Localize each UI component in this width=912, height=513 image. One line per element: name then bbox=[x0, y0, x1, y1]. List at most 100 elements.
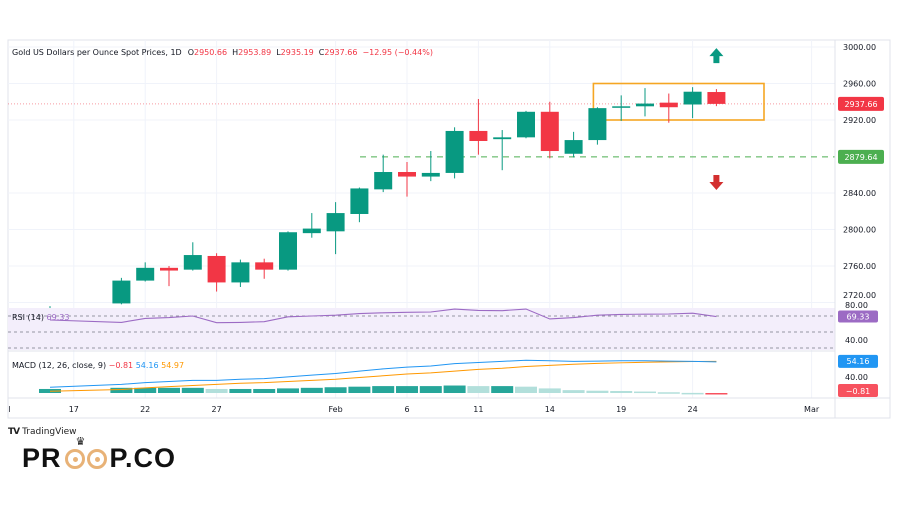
candle bbox=[612, 95, 631, 121]
macd-histogram-bar bbox=[562, 390, 585, 393]
macd-histogram-bar bbox=[348, 386, 371, 393]
candle-body bbox=[279, 232, 297, 270]
candle-body bbox=[326, 213, 345, 232]
macd-histogram-bar bbox=[181, 387, 204, 393]
macd-histogram-bar bbox=[443, 385, 466, 393]
chart-title: Gold US Dollars per Ounce Spot Prices, 1… bbox=[12, 48, 182, 57]
x-tick-label: 6 bbox=[404, 405, 409, 414]
candle bbox=[659, 93, 678, 123]
candle bbox=[255, 258, 274, 279]
macd-legend: MACD (12, 26, close, 9) −0.81 54.16 54.9… bbox=[12, 361, 184, 370]
x-tick-label: 22 bbox=[140, 405, 150, 414]
candle-body bbox=[207, 255, 226, 283]
macd-line bbox=[49, 359, 717, 388]
macd-tick-label: 40.00 bbox=[845, 373, 868, 382]
candle bbox=[326, 202, 345, 255]
macd-histogram-bar bbox=[586, 390, 609, 393]
candle-body bbox=[469, 130, 488, 141]
candle bbox=[493, 130, 512, 171]
candle-body bbox=[564, 140, 583, 154]
candle bbox=[302, 213, 321, 238]
candle bbox=[160, 266, 178, 287]
candle bbox=[588, 107, 607, 145]
rsi-tick-label: 40.00 bbox=[845, 336, 868, 345]
candle-body bbox=[636, 103, 654, 107]
owl-eyes-icon: ♛ bbox=[64, 436, 108, 469]
tradingview-logo-icon: TV bbox=[8, 427, 20, 437]
candle bbox=[636, 88, 654, 117]
price-tick-label: 2960.00 bbox=[843, 80, 876, 89]
macd-histogram-bar bbox=[491, 386, 514, 393]
macd-histogram-bar bbox=[467, 386, 490, 393]
price-tick-label: 3000.00 bbox=[843, 43, 876, 52]
candle-body bbox=[493, 137, 512, 140]
macd-histogram-bar bbox=[657, 392, 680, 394]
price-tick-label: 2840.00 bbox=[843, 189, 876, 198]
macd-value-badge bbox=[838, 354, 878, 368]
macd-signal-line bbox=[49, 360, 717, 392]
macd-histogram-bar bbox=[277, 388, 299, 393]
grid bbox=[8, 40, 835, 398]
brand-logo: PR ♛ P.CO bbox=[22, 435, 177, 474]
candle-body bbox=[421, 172, 440, 177]
arrow-up-icon bbox=[709, 48, 724, 64]
macd-histogram-bar bbox=[253, 388, 276, 393]
candle-body bbox=[231, 262, 250, 283]
candle-body bbox=[540, 111, 559, 152]
macd-histogram-bar bbox=[610, 390, 633, 393]
candle bbox=[540, 101, 559, 159]
macd-hist-badge bbox=[838, 384, 878, 397]
macd-value-badge-text: 54.16 bbox=[847, 357, 870, 366]
chart-header: Gold US Dollars per Ounce Spot Prices, 1… bbox=[12, 48, 433, 57]
candle bbox=[279, 231, 297, 271]
candle bbox=[683, 87, 702, 119]
current-price-badge bbox=[838, 96, 884, 111]
candle bbox=[445, 127, 464, 179]
price-tick-label: 2920.00 bbox=[843, 116, 876, 125]
rsi-value-badge bbox=[838, 310, 878, 323]
macd-histogram-bar bbox=[372, 386, 395, 393]
candle-body bbox=[302, 228, 321, 234]
macd-hist-badge-text: −0.81 bbox=[846, 387, 871, 396]
rsi-value-badge-text: 69.33 bbox=[847, 313, 870, 322]
rsi-pane: 80.00 40.00 69.33 bbox=[8, 301, 878, 349]
candle bbox=[136, 262, 155, 282]
candle-body bbox=[612, 106, 631, 108]
macd-pane: 40.00 54.16 −0.81 bbox=[8, 350, 878, 397]
macd-histogram-bar bbox=[158, 387, 180, 393]
candle-body bbox=[136, 267, 155, 281]
range-box bbox=[592, 82, 765, 121]
candle-body bbox=[588, 108, 607, 141]
candle-body bbox=[255, 262, 274, 270]
tradingview-attribution: TV TradingView bbox=[8, 427, 77, 437]
x-tick-label: 14 bbox=[545, 405, 555, 414]
candle bbox=[183, 242, 202, 271]
x-tick-label: Mar bbox=[804, 405, 820, 414]
macd-histogram-bar bbox=[705, 393, 728, 395]
macd-histogram-bar bbox=[419, 386, 442, 393]
current-price-badge-text: 2937.66 bbox=[844, 100, 877, 109]
x-tick-label: 19 bbox=[616, 405, 626, 414]
candle-body bbox=[350, 188, 369, 214]
macd-histogram-bar bbox=[396, 386, 418, 393]
macd-histogram-bar bbox=[681, 392, 704, 395]
candle-body bbox=[659, 102, 678, 108]
candle-body bbox=[398, 172, 416, 177]
crown-icon: ♛ bbox=[75, 435, 87, 448]
support-price-badge bbox=[838, 149, 884, 164]
candle bbox=[564, 131, 583, 158]
rsi-line bbox=[49, 308, 717, 324]
candle bbox=[207, 253, 226, 292]
x-tick-label: 24 bbox=[688, 405, 698, 414]
macd-histogram-bar bbox=[634, 391, 656, 394]
candle bbox=[421, 151, 440, 182]
candle bbox=[49, 306, 51, 308]
macd-histogram-bar bbox=[300, 387, 323, 393]
x-tick-label: 17 bbox=[69, 405, 79, 414]
candle bbox=[231, 259, 250, 287]
x-tick-label: 27 bbox=[212, 405, 222, 414]
candle bbox=[350, 187, 369, 223]
macd-histogram-bar bbox=[324, 387, 347, 393]
macd-histogram-bar bbox=[205, 388, 228, 393]
